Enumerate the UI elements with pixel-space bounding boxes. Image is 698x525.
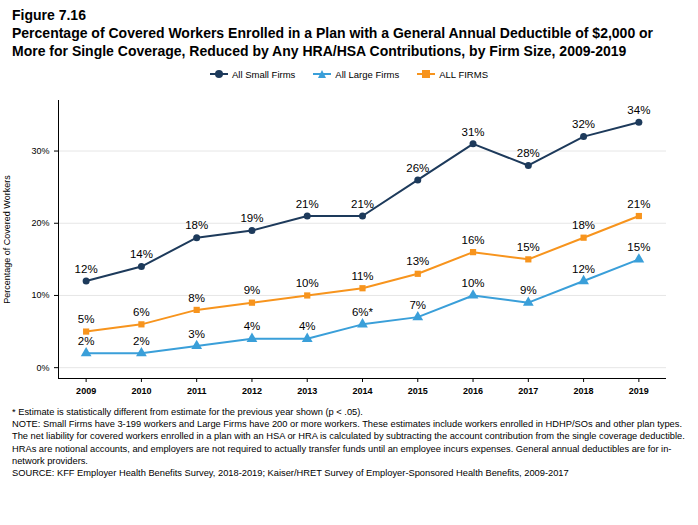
- svg-text:9%: 9%: [244, 284, 261, 296]
- svg-text:3%: 3%: [188, 328, 205, 340]
- svg-text:34%: 34%: [627, 104, 650, 116]
- svg-text:2013: 2013: [297, 386, 317, 396]
- svg-text:9%: 9%: [520, 284, 537, 296]
- svg-text:13%: 13%: [406, 255, 429, 267]
- svg-text:10%: 10%: [296, 277, 319, 289]
- svg-text:14%: 14%: [130, 248, 153, 260]
- svg-text:Percentage of Covered Workers: Percentage of Covered Workers: [2, 175, 12, 304]
- svg-text:10%: 10%: [462, 277, 485, 289]
- svg-text:0%: 0%: [36, 363, 49, 373]
- svg-text:7%: 7%: [409, 299, 426, 311]
- svg-text:26%: 26%: [406, 162, 429, 174]
- svg-text:10%: 10%: [31, 290, 49, 300]
- html-text:* Estimate is statistically di: * Estimate is statistically different fr…: [12, 407, 363, 417]
- svg-text:21%: 21%: [627, 198, 650, 210]
- svg-text:19%: 19%: [240, 212, 263, 224]
- html-text:NOTE: Small Firms have 3-199 w: NOTE: Small Firms have 3-199 workers and…: [12, 419, 685, 466]
- svg-text:32%: 32%: [572, 118, 595, 130]
- svg-text:12%: 12%: [572, 263, 595, 275]
- svg-text:31%: 31%: [462, 126, 485, 138]
- svg-text:2014: 2014: [352, 386, 372, 396]
- svg-text:16%: 16%: [462, 234, 485, 246]
- svg-text:6%*: 6%*: [352, 306, 374, 318]
- svg-text:12%: 12%: [75, 263, 98, 275]
- html-text:Figure 7.16: Figure 7.16: [12, 7, 86, 23]
- svg-text:2010: 2010: [131, 386, 151, 396]
- svg-text:2011: 2011: [187, 386, 207, 396]
- svg-text:4%: 4%: [244, 320, 261, 332]
- svg-text:4%: 4%: [299, 320, 316, 332]
- svg-text:2018: 2018: [574, 386, 594, 396]
- svg-text:8%: 8%: [188, 292, 205, 304]
- svg-text:21%: 21%: [296, 198, 319, 210]
- svg-text:20%: 20%: [31, 218, 49, 228]
- html-text:All Small Firms: All Small Firms: [232, 68, 296, 80]
- svg-text:2%: 2%: [133, 335, 150, 347]
- svg-text:15%: 15%: [627, 241, 650, 253]
- svg-text:5%: 5%: [78, 313, 95, 325]
- html-text:All Large Firms: All Large Firms: [335, 68, 400, 80]
- svg-text:2017: 2017: [518, 386, 538, 396]
- html-text:Percentage of Covered Workers: Percentage of Covered Workers Enrolled i…: [12, 25, 654, 59]
- svg-text:18%: 18%: [185, 219, 208, 231]
- svg-text:18%: 18%: [572, 219, 595, 231]
- svg-text:2016: 2016: [463, 386, 483, 396]
- svg-text:2%: 2%: [78, 335, 95, 347]
- html-text:ALL FIRMS: ALL FIRMS: [439, 68, 488, 80]
- svg-text:2009: 2009: [76, 386, 96, 396]
- svg-text:21%: 21%: [351, 198, 374, 210]
- svg-text:30%: 30%: [31, 146, 49, 156]
- svg-text:2012: 2012: [242, 386, 262, 396]
- svg-text:2015: 2015: [408, 386, 428, 396]
- html-text:SOURCE: KFF Employer Health Be: SOURCE: KFF Employer Health Benefits Sur…: [12, 468, 569, 478]
- svg-text:28%: 28%: [517, 147, 540, 159]
- svg-text:11%: 11%: [351, 270, 373, 282]
- svg-text:2019: 2019: [629, 386, 649, 396]
- svg-text:15%: 15%: [517, 241, 540, 253]
- svg-text:6%: 6%: [133, 306, 150, 318]
